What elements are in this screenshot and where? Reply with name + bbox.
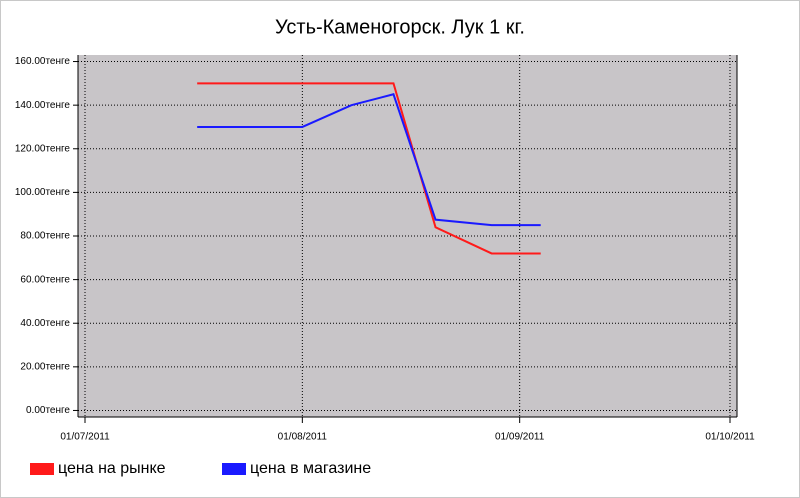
x-tick-label: 01/08/2011 (278, 432, 328, 443)
y-tick-label: 0.00тенге (26, 405, 70, 416)
y-tick-label: 80.00тенге (20, 231, 70, 242)
plot: 0.00тенге 20.00тенге 40.00тенге 60.00тенге 8… (15, 55, 755, 477)
chart-title: Усть-Каменогорск. Лук 1 кг. (275, 16, 525, 38)
x-tick-label: 01/09/2011 (495, 432, 545, 443)
plot-area (78, 55, 737, 417)
y-tick-label: 160.00тенге (15, 56, 71, 67)
legend-label: цена в магазине (250, 460, 371, 477)
y-tick-label: 40.00тенге (20, 318, 70, 329)
line (197, 82, 541, 255)
y-tick-label: 20.00тенге (20, 361, 70, 372)
x-tick-label: 01/07/2011 (60, 432, 110, 443)
legend-swatch (222, 463, 246, 475)
x-tick-label: 01/10/2011 (705, 432, 755, 443)
y-tick-label: 60.00тенге (20, 274, 70, 285)
legend-swatch (30, 463, 54, 475)
y-tick-label: 120.00тенге (15, 143, 71, 154)
line (197, 93, 541, 227)
legend-label: цена на рынке (58, 460, 166, 477)
y-tick-label: 140.00тенге (15, 100, 71, 111)
y-tick-label: 100.00тенге (15, 187, 71, 198)
